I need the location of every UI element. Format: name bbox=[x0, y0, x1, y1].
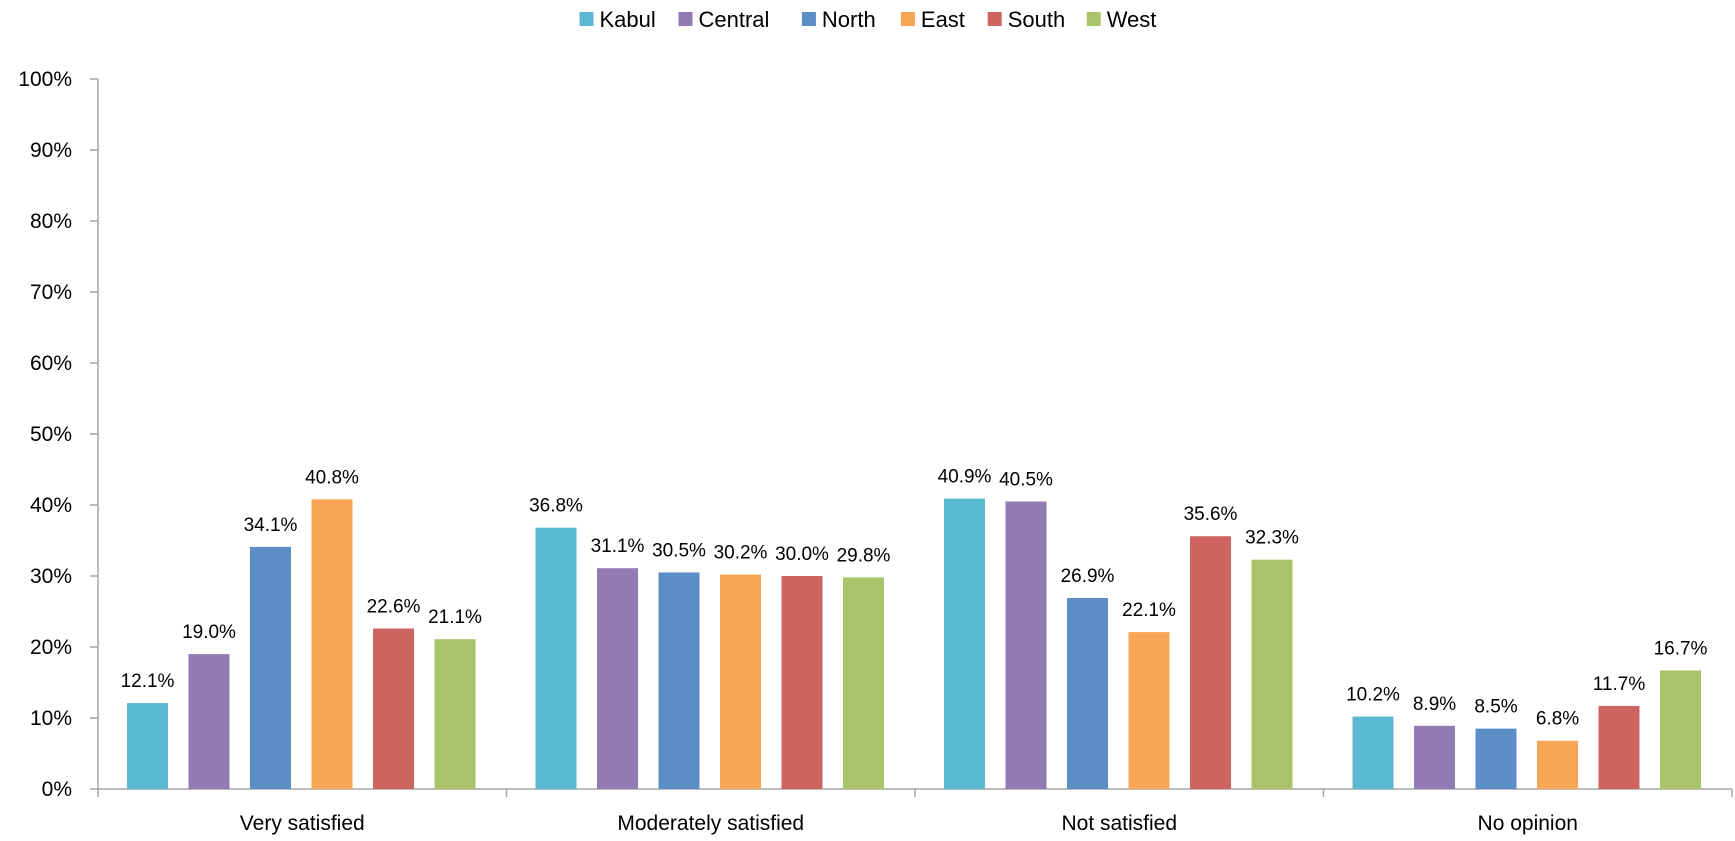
bar-central bbox=[1414, 725, 1455, 789]
bar-kabul bbox=[127, 703, 168, 789]
legend-swatch bbox=[987, 12, 1002, 26]
legend-item-east: East bbox=[900, 7, 965, 32]
data-label: 21.1% bbox=[428, 607, 482, 628]
data-label: 19.0% bbox=[182, 622, 236, 643]
legend-swatch bbox=[801, 12, 816, 26]
data-label: 16.7% bbox=[1654, 638, 1708, 659]
data-label: 22.1% bbox=[1122, 600, 1176, 621]
y-tick-label: 70% bbox=[30, 281, 72, 304]
bar-west bbox=[1251, 559, 1293, 789]
data-label: 26.9% bbox=[1061, 566, 1115, 587]
data-label: 8.5% bbox=[1474, 697, 1517, 718]
data-label: 36.8% bbox=[529, 496, 583, 517]
legend-label: East bbox=[921, 7, 965, 32]
bar-kabul bbox=[944, 498, 985, 789]
legend-swatch bbox=[900, 12, 915, 26]
x-category-label: No opinion bbox=[1478, 812, 1578, 835]
bar-north bbox=[250, 546, 291, 789]
bar-south bbox=[781, 576, 823, 789]
bar-west bbox=[1660, 670, 1701, 789]
bar-east bbox=[720, 574, 761, 789]
data-label: 32.3% bbox=[1245, 528, 1299, 549]
data-label: 30.0% bbox=[775, 544, 829, 565]
legend-swatch bbox=[1086, 12, 1101, 26]
data-label: 12.1% bbox=[121, 671, 175, 692]
y-tick-label: 40% bbox=[30, 494, 72, 517]
legend-swatch bbox=[579, 12, 594, 26]
data-label: 8.9% bbox=[1413, 694, 1456, 715]
data-label: 35.6% bbox=[1184, 504, 1238, 525]
legend-label: South bbox=[1008, 7, 1065, 32]
y-tick-label: 60% bbox=[30, 352, 72, 375]
legend-label: North bbox=[822, 7, 876, 32]
x-axis: Very satisfied Moderately satisfied Not sa… bbox=[97, 788, 1733, 835]
bar-east bbox=[311, 499, 353, 789]
y-tick-label: 30% bbox=[30, 565, 72, 588]
y-tick-label: 20% bbox=[30, 636, 72, 659]
data-label: 10.2% bbox=[1346, 685, 1400, 706]
bar-west bbox=[434, 639, 476, 789]
bar-north bbox=[658, 572, 700, 789]
x-category-label: Not satisfied bbox=[1061, 812, 1177, 835]
bar-central bbox=[1005, 501, 1047, 789]
y-tick-label: 90% bbox=[30, 139, 72, 162]
bar-north bbox=[1067, 598, 1108, 789]
y-tick-label: 10% bbox=[30, 707, 72, 730]
data-labels: 12.1% 19.0% 34.1% 40.8% 22.6% 21.1% 36.8% 31.1%… bbox=[121, 467, 1708, 730]
y-tick-label: 80% bbox=[30, 210, 72, 233]
x-category-label: Moderately satisfied bbox=[617, 812, 804, 835]
data-label: 29.8% bbox=[837, 545, 891, 566]
legend-item-kabul: Kabul bbox=[579, 7, 656, 32]
legend-swatch bbox=[678, 12, 693, 26]
y-tick-label: 0% bbox=[42, 778, 72, 801]
bar-kabul bbox=[1352, 716, 1394, 789]
legend-item-north: North bbox=[801, 7, 876, 32]
legend-item-central: Central bbox=[678, 7, 770, 32]
legend-label: West bbox=[1107, 7, 1157, 32]
data-label: 40.5% bbox=[999, 469, 1053, 490]
data-label: 30.5% bbox=[652, 540, 706, 561]
bars bbox=[127, 498, 1701, 789]
bar-south bbox=[1190, 536, 1231, 789]
data-label: 30.2% bbox=[714, 543, 768, 564]
bar-east bbox=[1128, 632, 1170, 789]
data-label: 40.9% bbox=[938, 467, 992, 488]
legend-label: Kabul bbox=[600, 7, 656, 32]
y-tick-label: 100% bbox=[18, 68, 72, 91]
legend-label: Central bbox=[699, 7, 770, 32]
y-tick-label: 50% bbox=[30, 423, 72, 446]
bar-east bbox=[1537, 740, 1578, 789]
data-label: 22.6% bbox=[367, 597, 421, 618]
data-label: 34.1% bbox=[244, 515, 298, 536]
bar-central bbox=[597, 568, 638, 789]
bar-central bbox=[188, 654, 230, 789]
legend: Kabul Central North East South West bbox=[579, 7, 1157, 32]
data-label: 31.1% bbox=[591, 536, 645, 557]
data-label: 11.7% bbox=[1593, 674, 1646, 695]
legend-item-west: West bbox=[1086, 7, 1157, 32]
y-axis: 0% 10% 20% 30% 40% 50% 60% 70% 80% 90% 100% bbox=[18, 68, 99, 801]
bar-south bbox=[1598, 705, 1640, 789]
legend-item-south: South bbox=[987, 7, 1065, 32]
bar-north bbox=[1475, 728, 1517, 789]
bar-west bbox=[843, 577, 884, 789]
data-label: 6.8% bbox=[1536, 709, 1579, 730]
bar-south bbox=[373, 628, 414, 789]
data-label: 40.8% bbox=[305, 467, 359, 488]
bar-kabul bbox=[535, 527, 577, 789]
x-category-label: Very satisfied bbox=[240, 812, 365, 835]
